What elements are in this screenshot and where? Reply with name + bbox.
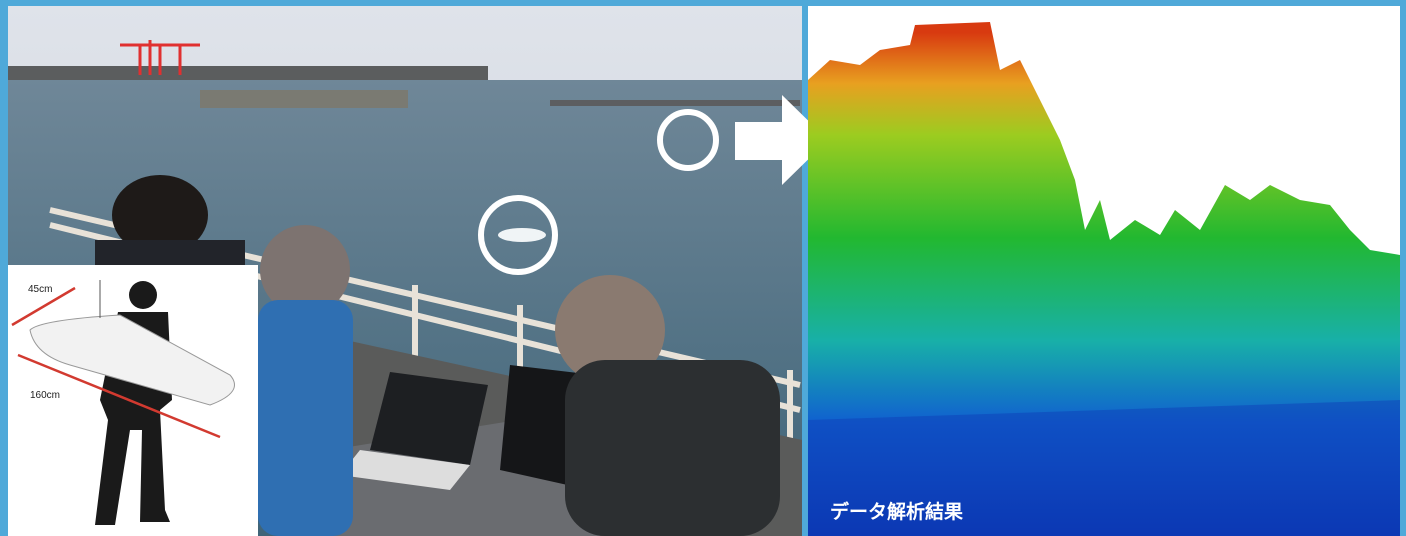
terrain-shading — [808, 400, 1400, 536]
length-label: 160cm — [30, 390, 60, 401]
laptop-keyboard — [340, 450, 470, 490]
arrow — [735, 95, 828, 185]
boat — [29, 314, 235, 406]
dimension-arrows — [11, 286, 221, 439]
breakwater — [200, 90, 408, 108]
boat-far — [498, 228, 546, 242]
breakwater-far — [550, 100, 800, 106]
cranes — [120, 40, 200, 75]
laptop — [370, 372, 488, 465]
far-shore — [8, 66, 488, 80]
width-label: 45cm — [28, 284, 52, 295]
highlight-circle — [478, 195, 558, 275]
result-caption: データ解析結果 — [830, 500, 963, 523]
highlight-circle — [657, 109, 719, 171]
